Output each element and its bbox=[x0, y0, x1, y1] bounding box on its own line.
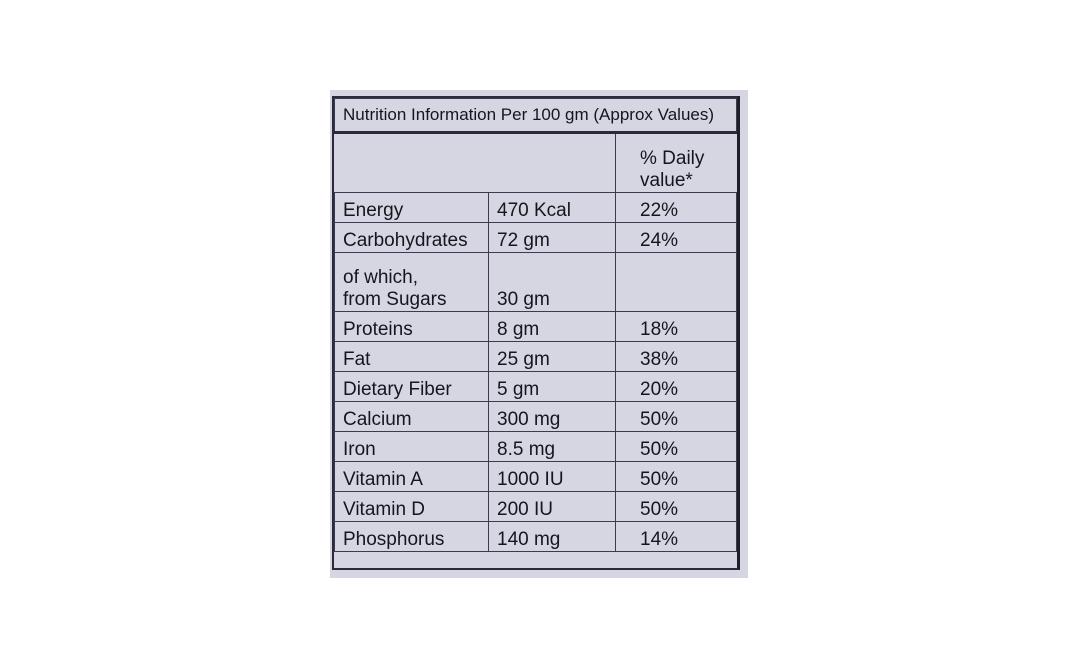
table-row: of which, from Sugars 30 gm bbox=[334, 252, 737, 312]
nutrient-amount: 300 mg bbox=[488, 401, 616, 432]
nutrient-name: Phosphorus bbox=[334, 521, 489, 552]
nutrient-name: Vitamin D bbox=[334, 491, 489, 522]
table-row: Dietary Fiber 5 gm 20% bbox=[334, 371, 737, 402]
table-row: Energy 470 Kcal 22% bbox=[334, 192, 737, 223]
header-nutrient bbox=[334, 132, 489, 193]
nutrient-amount: 470 Kcal bbox=[488, 192, 616, 223]
nutrient-name-line: of which, bbox=[343, 267, 418, 288]
nutrient-daily-value: 50% bbox=[615, 431, 737, 462]
nutrient-daily-value: 50% bbox=[615, 491, 737, 522]
nutrient-daily-value: 24% bbox=[615, 222, 737, 253]
nutrition-label: Nutrition Information Per 100 gm (Approx… bbox=[330, 90, 748, 578]
table-row: Vitamin D 200 IU 50% bbox=[334, 491, 737, 522]
table-title: Nutrition Information Per 100 gm (Approx… bbox=[334, 98, 737, 134]
nutrient-amount: 1000 IU bbox=[488, 461, 616, 492]
nutrient-daily-value bbox=[615, 252, 737, 312]
nutrient-daily-value: 14% bbox=[615, 521, 737, 552]
nutrient-daily-value: 50% bbox=[615, 401, 737, 432]
table-row: Iron 8.5 mg 50% bbox=[334, 431, 737, 462]
nutrient-name: Energy bbox=[334, 192, 489, 223]
nutrient-daily-value: 20% bbox=[615, 371, 737, 402]
header-daily-value: % Daily value* bbox=[615, 132, 737, 193]
nutrient-name: Dietary Fiber bbox=[334, 371, 489, 402]
table-row: Proteins 8 gm 18% bbox=[334, 311, 737, 342]
nutrient-name: Carbohydrates bbox=[334, 222, 489, 253]
nutrient-name-line: from Sugars bbox=[343, 289, 447, 310]
table-row: Fat 25 gm 38% bbox=[334, 341, 737, 372]
nutrient-amount: 72 gm bbox=[488, 222, 616, 253]
nutrient-amount: 30 gm bbox=[488, 252, 616, 312]
table-row: Carbohydrates 72 gm 24% bbox=[334, 222, 737, 253]
header-daily-line2: value* bbox=[640, 170, 693, 191]
nutrient-name: Fat bbox=[334, 341, 489, 372]
nutrient-name: Iron bbox=[334, 431, 489, 462]
table-row: Vitamin A 1000 IU 50% bbox=[334, 461, 737, 492]
nutrient-daily-value: 38% bbox=[615, 341, 737, 372]
nutrient-name: Proteins bbox=[334, 311, 489, 342]
nutrient-amount: 200 IU bbox=[488, 491, 616, 522]
nutrition-table: Nutrition Information Per 100 gm (Approx… bbox=[334, 98, 737, 552]
table-row: Calcium 300 mg 50% bbox=[334, 401, 737, 432]
nutrient-amount: 140 mg bbox=[488, 521, 616, 552]
nutrient-daily-value: 18% bbox=[615, 311, 737, 342]
nutrient-amount: 8.5 mg bbox=[488, 431, 616, 462]
nutrient-daily-value: 50% bbox=[615, 461, 737, 492]
table-header: % Daily value* bbox=[334, 132, 737, 193]
nutrient-name: Calcium bbox=[334, 401, 489, 432]
table-row: Phosphorus 140 mg 14% bbox=[334, 521, 737, 552]
header-amount bbox=[488, 132, 616, 193]
nutrient-name: Vitamin A bbox=[334, 461, 489, 492]
nutrient-name: of which, from Sugars bbox=[334, 252, 489, 312]
nutrient-amount: 25 gm bbox=[488, 341, 616, 372]
header-daily-line1: % Daily bbox=[640, 148, 705, 169]
nutrient-amount: 5 gm bbox=[488, 371, 616, 402]
nutrition-table-frame: Nutrition Information Per 100 gm (Approx… bbox=[332, 96, 740, 570]
nutrient-amount: 8 gm bbox=[488, 311, 616, 342]
nutrient-daily-value: 22% bbox=[615, 192, 737, 223]
